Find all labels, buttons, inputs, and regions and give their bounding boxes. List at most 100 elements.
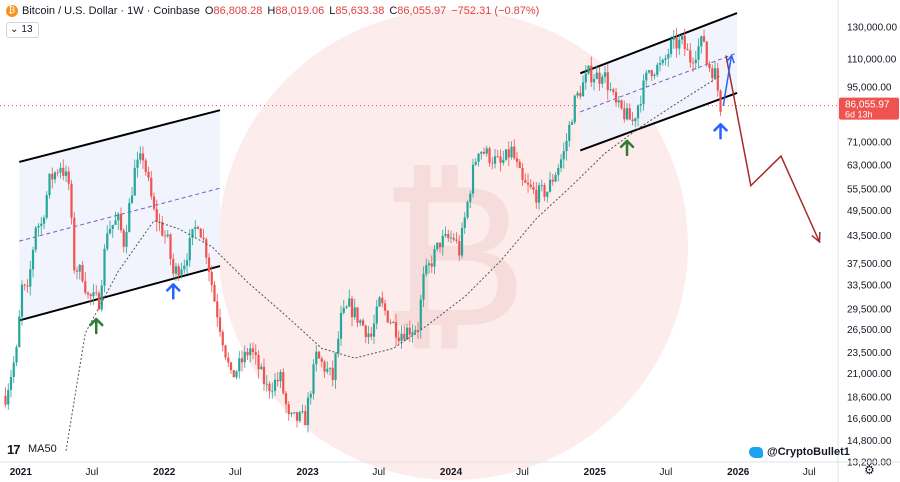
candle-body bbox=[356, 307, 359, 323]
candle-body bbox=[573, 95, 576, 123]
author-handle: @CryptoBullet1 bbox=[767, 446, 850, 458]
candle-body bbox=[647, 70, 651, 73]
candle-body bbox=[570, 122, 574, 125]
candle-body bbox=[188, 237, 191, 261]
candle-body bbox=[194, 226, 197, 230]
candle-body bbox=[425, 265, 428, 274]
candle-body bbox=[34, 227, 37, 250]
candle-body bbox=[711, 68, 714, 79]
low-label: L bbox=[329, 5, 336, 17]
y-tick-label: 43,500.00 bbox=[847, 231, 892, 242]
candle-body bbox=[392, 322, 395, 323]
candle-body bbox=[372, 323, 376, 337]
indicator-toggle[interactable]: ⌄ 13 bbox=[6, 22, 39, 38]
candle-body bbox=[323, 361, 326, 372]
candle-body bbox=[367, 333, 370, 338]
y-tick-label: 95,000.00 bbox=[847, 82, 892, 93]
candle-body bbox=[485, 148, 488, 154]
candle-body bbox=[81, 264, 84, 282]
symbol-title[interactable]: Bitcoin / U.S. Dollar · 1W · Coinbase bbox=[22, 5, 200, 17]
candle-body bbox=[271, 390, 274, 392]
candles bbox=[4, 27, 722, 433]
y-tick-label: 71,000.00 bbox=[847, 138, 892, 149]
candle-body bbox=[37, 225, 40, 228]
candle-body bbox=[42, 217, 46, 224]
candle-body bbox=[587, 65, 590, 74]
y-tick-label: 130,000.00 bbox=[847, 23, 897, 34]
gear-icon[interactable]: ⚙ bbox=[864, 463, 875, 477]
candle-body bbox=[419, 299, 422, 331]
candle-body bbox=[150, 177, 153, 197]
chevron-down-icon: ⌄ bbox=[10, 24, 19, 35]
ma50-line bbox=[65, 74, 721, 451]
candle-body bbox=[276, 379, 279, 382]
candle-body bbox=[295, 412, 299, 421]
tradingview-logo[interactable]: 17 bbox=[7, 442, 21, 457]
y-tick-label: 63,000.00 bbox=[847, 160, 892, 171]
candle-body bbox=[312, 364, 315, 394]
candle-body bbox=[326, 368, 329, 372]
candle-body bbox=[661, 59, 664, 64]
candle-body bbox=[350, 298, 354, 318]
candle-body bbox=[317, 351, 321, 359]
candle-body bbox=[144, 160, 147, 172]
candle-body bbox=[20, 284, 24, 317]
ma50-legend[interactable]: MA50 bbox=[28, 443, 57, 455]
blue-arrow-up-icon bbox=[166, 283, 181, 300]
candle-body bbox=[221, 331, 224, 346]
candle-body bbox=[97, 293, 101, 310]
candle-body bbox=[163, 235, 167, 237]
candle-body bbox=[524, 179, 527, 183]
candle-body bbox=[364, 325, 367, 338]
candle-body bbox=[601, 76, 604, 84]
candle-body bbox=[117, 213, 120, 221]
candle-body bbox=[166, 234, 169, 237]
candle-body bbox=[147, 171, 150, 178]
candle-body bbox=[95, 292, 98, 294]
candle-body bbox=[174, 266, 178, 274]
candle-body bbox=[185, 260, 189, 266]
candle-body bbox=[282, 372, 285, 394]
candle-body bbox=[202, 237, 205, 240]
x-tick-label: 2021 bbox=[10, 467, 33, 478]
candle-body bbox=[496, 156, 499, 158]
candle-body bbox=[680, 35, 684, 40]
candle-body bbox=[397, 337, 400, 342]
candle-body bbox=[667, 54, 670, 59]
candle-body bbox=[513, 146, 516, 159]
candle-body bbox=[370, 333, 373, 337]
candle-body bbox=[235, 371, 238, 378]
candle-body bbox=[106, 233, 109, 249]
candle-body bbox=[70, 183, 73, 218]
candle-body bbox=[697, 46, 700, 60]
candle-body bbox=[92, 292, 95, 297]
candle-body bbox=[537, 185, 541, 203]
candle-body bbox=[653, 74, 656, 77]
candle-body bbox=[4, 395, 7, 405]
candle-body bbox=[251, 348, 255, 353]
candle-body bbox=[260, 366, 263, 370]
candle-body bbox=[378, 297, 381, 307]
y-tick-label: 110,000.00 bbox=[847, 54, 897, 65]
candle-body bbox=[172, 258, 175, 274]
candle-body bbox=[240, 358, 244, 363]
candle-body bbox=[86, 292, 90, 295]
x-axis: 2021 Jul 2022 Jul 2023 Jul 2024 Jul 2025 Jul 2026 J… bbox=[0, 461, 900, 478]
candle-body bbox=[504, 149, 508, 160]
candle-body bbox=[672, 36, 675, 40]
blue-arrow-up-icon bbox=[713, 123, 728, 140]
candle-body bbox=[375, 306, 378, 324]
candle-body bbox=[218, 317, 222, 332]
candle-body bbox=[452, 237, 455, 240]
y-tick-label: 18,600.00 bbox=[847, 392, 892, 403]
candle-body bbox=[62, 167, 65, 176]
candle-body bbox=[562, 151, 565, 160]
candle-body bbox=[337, 338, 340, 354]
candle-body bbox=[7, 389, 10, 405]
candle-body bbox=[213, 284, 216, 302]
candle-body bbox=[414, 330, 417, 333]
candle-body bbox=[207, 257, 211, 272]
candle-body bbox=[381, 297, 384, 304]
y-tick-label: 49,500.00 bbox=[847, 206, 892, 217]
